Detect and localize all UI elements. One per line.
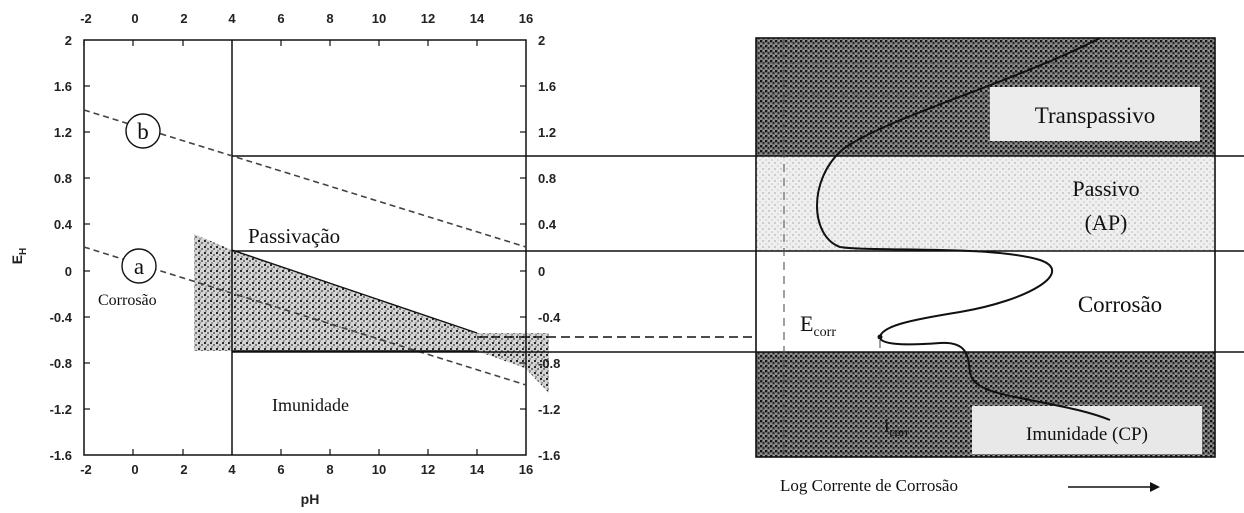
svg-text:EH: EH [9,248,29,265]
band-passive [756,156,1215,251]
region-corrosion-label: Corrosão [98,292,157,309]
x-tick-label: 6 [277,462,284,477]
pourbaix-diagram: -2 0 2 4 6 8 10 12 14 16 -2 0 2 4 6 8 10… [9,11,561,507]
y-tick-label: 2 [538,33,545,48]
x-tick-label: 2 [180,462,187,477]
x-tick-label: 2 [180,11,187,26]
y-tick-labels-right: 2 1.6 1.2 0.8 0.4 0 -0.4 -0.8 -1.2 -1.6 [538,33,561,463]
line-b-marker [125,113,161,149]
x-tick-label: 0 [131,11,138,26]
x-tick-label: -2 [80,11,92,26]
line-b-label: b [137,119,149,144]
ecorr-label: Ecorr [800,311,836,340]
x-tick-labels-top: -2 0 2 4 6 8 10 12 14 16 [80,11,533,26]
polarization-diagram: Transpassivo Passivo (AP) Corrosão Imuni… [232,37,1244,495]
corrosion-label: Corrosão [1078,292,1162,317]
icorr-subscript: corr [890,425,909,439]
x-tick-label: 8 [326,462,333,477]
y-tick-label: 1.2 [54,125,72,140]
polarization-curve [816,37,1111,421]
y-axis-title: EH [9,248,29,265]
x-tick-label: 8 [326,11,333,26]
y-tick-label: -1.2 [50,402,72,417]
y-tick-label: 2 [65,33,72,48]
y-axis-label-sub: H [18,248,29,255]
y-tick-label: -1.6 [538,448,560,463]
line-b [83,109,527,248]
x-tick-labels-bottom: -2 0 2 4 6 8 10 12 14 16 [80,462,533,477]
y-tick-label: 0.8 [54,171,72,186]
x-tick-label: 14 [470,11,485,26]
y-tick-labels-left: 2 1.6 1.2 0.8 0.4 0 -0.4 -0.8 -1.2 -1.6 [50,33,73,463]
transpassive-label: Transpassivo [1035,103,1156,128]
passive-sub-label: (AP) [1085,210,1128,235]
log-current-label: Log Corrente de Corrosão [780,476,958,495]
polarization-frame [755,37,1216,458]
y-tick-label: -1.2 [538,402,560,417]
transpassive-label-bg [990,87,1200,141]
immunity-cp-label: Imunidade (CP) [1026,424,1148,445]
x-tick-label: 16 [519,462,533,477]
ecorr-point [877,334,883,340]
x-tick-label: 12 [421,11,435,26]
x-tick-label: 10 [372,462,386,477]
passivation-region-shading [194,234,549,393]
x-ticks [83,40,478,455]
y-tick-label: 0.4 [54,217,73,232]
band-corrosion [756,251,1215,352]
y-tick-label: -0.4 [538,310,561,325]
line-a [83,246,527,386]
y-ticks [84,85,526,410]
y-tick-label: 0.8 [538,171,556,186]
x-tick-label: 12 [421,462,435,477]
x-tick-label: 4 [228,11,236,26]
line-a-marker [121,248,157,284]
x-axis-title: pH [301,491,320,507]
region-immunity-label: Imunidade [272,395,349,415]
immunity-label-bg [972,406,1202,454]
y-tick-label: 1.2 [538,125,556,140]
y-axis-label: E [9,255,25,264]
passive-label: Passivo [1072,176,1139,201]
x-tick-label: 0 [131,462,138,477]
y-tick-label: -1.6 [50,448,72,463]
y-tick-label: 0.4 [538,217,557,232]
x-tick-label: 16 [519,11,533,26]
line-a-label: a [134,254,144,279]
y-tick-label: 0 [65,264,72,279]
y-tick-label: -0.4 [50,310,73,325]
x-tick-label: -2 [80,462,92,477]
x-tick-label: 14 [470,462,485,477]
y-tick-label: 0 [538,264,545,279]
y-tick-label: 1.6 [54,79,72,94]
x-tick-label: 10 [372,11,386,26]
x-tick-label: 4 [228,462,236,477]
passivation-boundary [231,249,478,334]
y-tick-label: 1.6 [538,79,556,94]
immunity-band-shading [194,333,549,351]
y-tick-label: -0.8 [50,356,72,371]
polarization-grid [756,38,1215,457]
y-tick-label: -0.8 [538,356,560,371]
icorr-label: icorr [884,415,909,439]
ecorr-letter: E [800,311,813,336]
x-tick-label: 6 [277,11,284,26]
axis-arrow-head [1150,482,1160,492]
region-passivation-label: Passivação [248,224,340,248]
icorr-letter: i [884,415,890,437]
ecorr-subscript: corr [813,325,836,340]
